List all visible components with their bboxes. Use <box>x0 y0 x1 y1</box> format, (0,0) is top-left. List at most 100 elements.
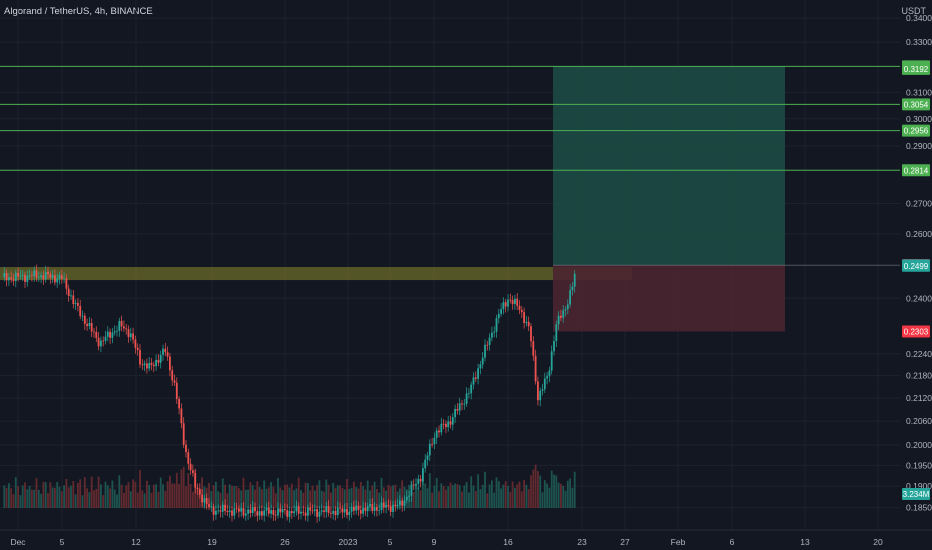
candle-body <box>325 506 328 512</box>
volume-bar <box>546 483 548 508</box>
volume-bar <box>233 486 236 508</box>
candle-body <box>201 494 203 503</box>
candle-body <box>90 322 93 332</box>
volume-bar <box>541 492 544 508</box>
volume-bar <box>479 489 482 508</box>
volume-bar <box>555 475 558 508</box>
volume-bar <box>477 474 479 508</box>
candle-body <box>274 514 277 516</box>
volume-bar <box>19 495 22 508</box>
volume-bar <box>127 482 130 508</box>
candle-body <box>235 508 238 510</box>
volume-bar <box>65 479 68 508</box>
volume-bar <box>433 485 436 508</box>
x-tick-label: 5 <box>388 537 393 547</box>
candle-body <box>290 511 293 514</box>
candle-body <box>212 506 215 515</box>
candle-body <box>118 320 121 331</box>
candle-body <box>348 511 351 516</box>
volume-bar <box>63 485 65 508</box>
volume-bar <box>571 487 574 508</box>
volume-bar <box>104 481 107 508</box>
candle-body <box>187 452 190 464</box>
candle-body <box>447 421 450 428</box>
candle-body <box>410 484 413 496</box>
price-label-box <box>902 259 930 272</box>
volume-bar <box>12 494 15 508</box>
volume-bar <box>435 477 438 508</box>
candle-body <box>497 313 500 319</box>
volume-bar <box>497 481 500 508</box>
candle-body <box>270 510 272 514</box>
candle-body <box>56 278 59 283</box>
candle-body <box>28 275 31 277</box>
candle-body <box>19 275 22 277</box>
volume-bar <box>336 485 339 508</box>
volume-bar <box>426 488 429 508</box>
candle-body <box>247 509 249 514</box>
volume-bar <box>357 488 360 508</box>
volume-bar <box>180 469 183 508</box>
candle-body <box>228 510 231 513</box>
candle-body <box>67 288 70 297</box>
candle-body <box>281 508 284 513</box>
candle-body <box>251 507 254 514</box>
candle-body <box>97 337 100 347</box>
candle-body <box>295 506 298 512</box>
candle-body <box>518 305 521 310</box>
candle-body <box>378 510 381 511</box>
candle-body <box>401 500 404 506</box>
volume-bar <box>562 485 565 508</box>
chart-title: Algorand / TetherUS, 4h, BINANCE <box>4 6 153 17</box>
candle-body <box>304 512 307 516</box>
volume-bar <box>511 481 514 508</box>
candle-body <box>318 511 321 517</box>
candle-body <box>463 403 466 405</box>
candle-body <box>309 507 312 511</box>
candle-body <box>134 339 137 348</box>
volume-bar <box>424 483 427 508</box>
candle-body <box>194 472 197 488</box>
volume-bar <box>249 482 252 508</box>
candle-body <box>166 352 169 357</box>
candle-body <box>316 509 318 517</box>
candle-body <box>70 295 72 297</box>
candle-body <box>373 507 376 511</box>
candle-body <box>396 504 399 507</box>
volume-bar <box>316 485 318 508</box>
volume-bar <box>346 479 348 508</box>
volume-bar <box>67 487 70 508</box>
candle-body <box>435 430 438 438</box>
candle-body <box>17 272 19 277</box>
volume-label-box <box>902 488 930 500</box>
candle-body <box>146 363 148 369</box>
candle-body <box>152 364 155 367</box>
candle-body <box>403 500 406 506</box>
volume-bar <box>428 473 431 508</box>
candle-body <box>477 368 479 379</box>
volume-bar <box>325 479 328 508</box>
volume-bar <box>557 482 560 508</box>
volume-bar <box>77 482 79 508</box>
volume-bar <box>419 490 422 508</box>
volume-bar <box>341 487 344 508</box>
volume-bar <box>79 479 82 508</box>
volume-bar <box>392 485 394 508</box>
candle-body <box>449 421 452 425</box>
candle-body <box>461 403 463 405</box>
candle-body <box>106 331 109 337</box>
price-label: 0.3192 <box>904 65 929 74</box>
volume-bar <box>507 485 509 508</box>
candle-body <box>60 275 63 280</box>
candle-body <box>541 389 544 391</box>
volume-bar <box>173 483 176 508</box>
volume-bar <box>74 494 77 508</box>
volume-bar <box>240 490 243 508</box>
candle-body <box>332 510 335 514</box>
candle-body <box>47 271 49 275</box>
volume-bar <box>493 492 496 508</box>
volume-bar <box>569 478 571 508</box>
y-tick-label: 0.3400 <box>906 13 932 23</box>
volume-bar <box>196 489 199 508</box>
